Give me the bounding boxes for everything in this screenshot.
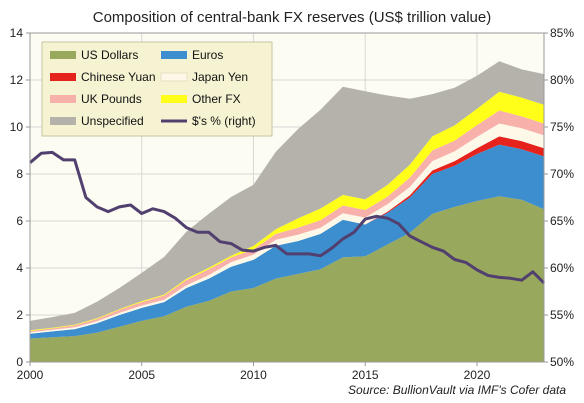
y-right-tick-label: 75% bbox=[550, 120, 574, 134]
legend-swatch-usd bbox=[50, 51, 76, 59]
legend: US Dollars Euros Chinese Yuan Japan Yen UK P… bbox=[41, 41, 273, 137]
y-right-tick-label: 80% bbox=[550, 73, 574, 87]
plot-frame bbox=[29, 32, 545, 363]
y-right-tick-label: 85% bbox=[550, 26, 574, 40]
y-right-tick-label: 60% bbox=[550, 261, 574, 275]
y-left-tick-label: 0 bbox=[16, 355, 23, 369]
legend-label-jpy: Japan Yen bbox=[192, 70, 248, 84]
y-right-tick-label: 70% bbox=[550, 167, 574, 181]
dollar-share-line-group bbox=[29, 150, 546, 285]
y-right-tick-label: 55% bbox=[550, 308, 574, 322]
y-left-tick-label: 4 bbox=[16, 261, 23, 275]
legend-label-gbp: UK Pounds bbox=[81, 92, 142, 106]
legend-label-cny: Chinese Yuan bbox=[81, 70, 156, 84]
legend-swatch-eur bbox=[161, 51, 187, 59]
area-eur bbox=[30, 144, 544, 339]
x-tick-label: 2000 bbox=[17, 368, 44, 382]
legend-swatch-gbp bbox=[50, 95, 76, 103]
dollar-share-line bbox=[29, 150, 546, 285]
legend-label-unspecified: Unspecified bbox=[81, 114, 144, 128]
legend-box bbox=[41, 41, 273, 137]
y-left-tick-label: 10 bbox=[10, 120, 24, 134]
legend-swatch-unspecified bbox=[50, 117, 76, 125]
y-left-tick-label: 12 bbox=[10, 73, 24, 87]
source-label: Source: bbox=[348, 383, 389, 397]
x-tick-label: 2020 bbox=[464, 368, 491, 382]
y-left-tick-label: 8 bbox=[16, 167, 23, 181]
y-left-tick-label: 6 bbox=[16, 214, 23, 228]
y-right-tick-label: 50% bbox=[550, 355, 574, 369]
chart-title: Composition of central-bank FX reserves … bbox=[93, 9, 492, 26]
legend-label-other: Other FX bbox=[192, 92, 241, 106]
legend-swatch-cny bbox=[50, 73, 76, 81]
legend-swatch-jpy bbox=[160, 72, 188, 82]
y-right-tick-label: 65% bbox=[550, 214, 574, 228]
source-note: Source: BullionVault via IMF's Cofer dat… bbox=[348, 383, 566, 397]
source-text: BullionVault via IMF's Cofer data bbox=[389, 383, 566, 397]
legend-label-share_line: $'s % (right) bbox=[192, 114, 256, 128]
y-left-tick-label: 14 bbox=[10, 26, 24, 40]
y-left-tick-label: 2 bbox=[16, 308, 23, 322]
legend-swatch-other bbox=[161, 95, 187, 103]
legend-label-eur: Euros bbox=[192, 48, 223, 62]
x-tick-label: 2015 bbox=[352, 368, 379, 382]
area-unspecified bbox=[30, 61, 544, 331]
x-tick-label: 2005 bbox=[128, 368, 155, 382]
legend-label-usd: US Dollars bbox=[81, 48, 138, 62]
x-tick-label: 2010 bbox=[240, 368, 267, 382]
axes: 0 2 4 6 8 10 12 14 50% 55% 60% 65% 70% 75% 80% 85% 2000 2… bbox=[10, 26, 575, 382]
